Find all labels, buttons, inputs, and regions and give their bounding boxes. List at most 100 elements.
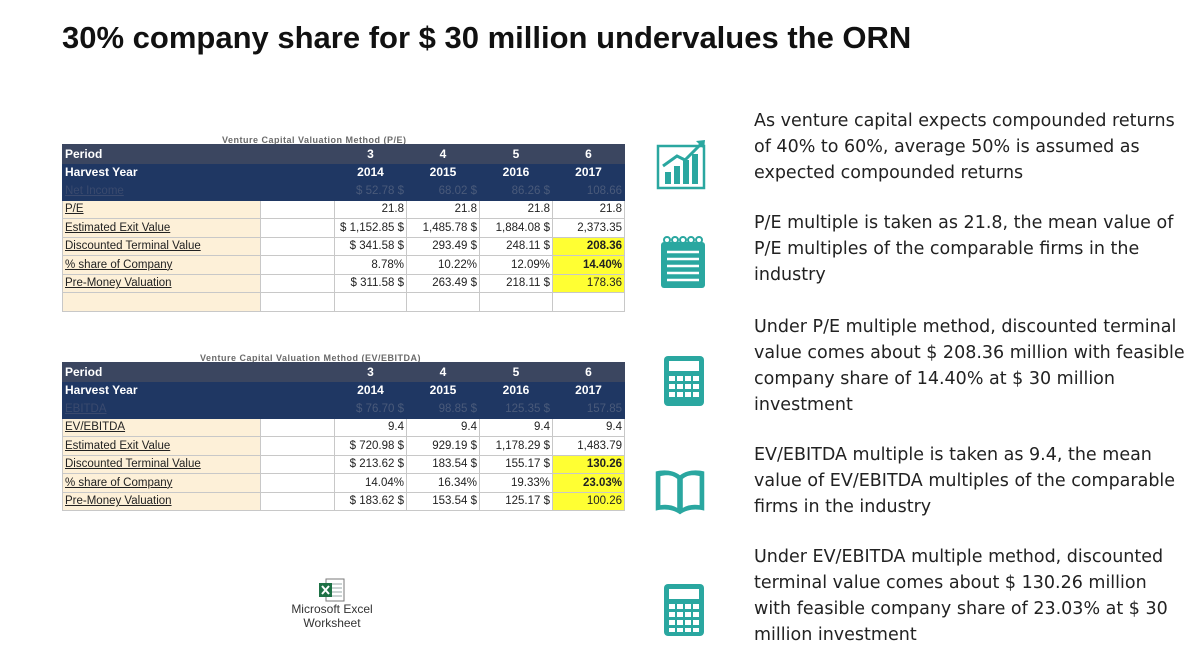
- excel-label-line2: Worksheet: [303, 616, 361, 630]
- highlighted-value-cell: 130.26: [552, 454, 625, 474]
- period-cell: 5: [479, 362, 553, 382]
- table-row: % share of Company 14.04% 16.34% 19.33% …: [62, 473, 625, 493]
- harvest-year-row: Harvest Year 2014 2015 2016 2017: [62, 380, 625, 400]
- slide-title: 30% company share for $ 30 million under…: [62, 20, 912, 55]
- value-cell: 248.11 $: [479, 236, 553, 256]
- excel-label-line1: Microsoft Excel: [291, 602, 373, 616]
- value-cell: 9.4: [334, 417, 407, 437]
- year-cell: 2014: [334, 380, 407, 400]
- value-cell: 12.09%: [479, 255, 553, 275]
- value-cell: 125.35 $: [479, 399, 553, 419]
- year-cell: 2014: [334, 162, 407, 182]
- paragraph-ev-ebitda-multiple: EV/EBITDA multiple is taken as 9.4, the …: [754, 445, 1176, 517]
- period-row: Period 3 4 5 6: [62, 362, 625, 382]
- period-label: Period: [62, 362, 261, 382]
- paragraph-pe-multiple: P/E multiple is taken as 21.8, the mean …: [754, 213, 1174, 285]
- table-row: EV/EBITDA 9.4 9.4 9.4 9.4: [62, 417, 625, 437]
- year-cell: 2015: [406, 380, 480, 400]
- value-cell: 9.4: [479, 417, 553, 437]
- blank-row: [62, 292, 625, 312]
- notepad-icon: [661, 236, 705, 288]
- value-cell: 125.17 $: [479, 491, 553, 511]
- table-row: Pre-Money Valuation $ 183.62 $ 153.54 $ …: [62, 491, 625, 511]
- value-cell: 1,485.78 $: [406, 218, 480, 238]
- table-row: % share of Company 8.78% 10.22% 12.09% 1…: [62, 255, 625, 275]
- highlighted-value-cell: 178.36: [552, 273, 625, 293]
- period-cell: 3: [334, 362, 407, 382]
- value-cell: 157.85: [552, 399, 625, 419]
- value-cell: 929.19 $: [406, 436, 480, 456]
- value-cell: 263.49 $: [406, 273, 480, 293]
- value-cell: 19.33%: [479, 473, 553, 493]
- value-cell: 155.17 $: [479, 454, 553, 474]
- paragraph-pe-result: Under P/E multiple method, discounted te…: [754, 317, 1185, 415]
- value-cell: 108.66: [552, 181, 625, 201]
- table-row: P/E 21.8 21.8 21.8 21.8: [62, 199, 625, 219]
- year-cell: 2016: [479, 380, 553, 400]
- harvest-label: Harvest Year: [62, 380, 261, 400]
- year-cell: 2015: [406, 162, 480, 182]
- period-label: Period: [62, 144, 261, 164]
- row-label: % share of Company: [62, 473, 261, 493]
- value-cell: 86.26 $: [479, 181, 553, 201]
- period-cell: 6: [552, 362, 625, 382]
- highlighted-value-cell: 100.26: [552, 491, 625, 511]
- table-row: Estimated Exit Value $ 1,152.85 $ 1,485.…: [62, 218, 625, 238]
- value-cell: 21.8: [552, 199, 625, 219]
- value-cell: $ 311.58 $: [334, 273, 407, 293]
- value-cell: 9.4: [406, 417, 480, 437]
- row-label: EV/EBITDA: [62, 417, 261, 437]
- period-cell: 4: [406, 144, 480, 164]
- highlighted-value-cell: 23.03%: [552, 473, 625, 493]
- value-cell: 98.85 $: [406, 399, 480, 419]
- row-label: Pre-Money Valuation: [62, 491, 261, 511]
- table-row: Net Income $ 52.78 $ 68.02 $ 86.26 $ 108…: [62, 181, 625, 201]
- value-cell: $ 76.70 $: [334, 399, 407, 419]
- year-cell: 2017: [552, 162, 625, 182]
- value-cell: $ 720.98 $: [334, 436, 407, 456]
- table-row: Pre-Money Valuation $ 311.58 $ 263.49 $ …: [62, 273, 625, 293]
- book-icon: [655, 470, 705, 515]
- value-cell: 1,483.79: [552, 436, 625, 456]
- row-label: % share of Company: [62, 255, 261, 275]
- value-cell: 293.49 $: [406, 236, 480, 256]
- ev-ebitda-valuation-table: Period 3 4 5 6 Harvest Year 2014 2015 20…: [62, 362, 625, 511]
- row-label: Estimated Exit Value: [62, 218, 261, 238]
- value-cell: 10.22%: [406, 255, 480, 275]
- value-cell: 21.8: [406, 199, 480, 219]
- row-label: Pre-Money Valuation: [62, 273, 261, 293]
- period-cell: 3: [334, 144, 407, 164]
- table2-caption: Venture Capital Valuation Method (EV/EBI…: [200, 354, 422, 362]
- harvest-year-row: Harvest Year 2014 2015 2016 2017: [62, 162, 625, 182]
- value-cell: $ 1,152.85 $: [334, 218, 407, 238]
- row-label: EBITDA: [62, 399, 261, 419]
- row-label: Discounted Terminal Value: [62, 236, 261, 256]
- highlighted-value-cell: 208.36: [552, 236, 625, 256]
- table-row: Estimated Exit Value $ 720.98 $ 929.19 $…: [62, 436, 625, 456]
- period-cell: 5: [479, 144, 553, 164]
- paragraph-ev-ebitda-result: Under EV/EBITDA multiple method, discoun…: [754, 547, 1168, 645]
- embedded-excel-worksheet[interactable]: Microsoft Excel Worksheet: [282, 578, 382, 630]
- value-cell: $ 183.62 $: [334, 491, 407, 511]
- value-cell: 16.34%: [406, 473, 480, 493]
- year-cell: 2017: [552, 380, 625, 400]
- value-cell: 14.04%: [334, 473, 407, 493]
- period-cell: 4: [406, 362, 480, 382]
- row-label: Net Income: [62, 181, 261, 201]
- calculator-icon: [664, 356, 704, 406]
- table-row: Discounted Terminal Value $ 213.62 $ 183…: [62, 454, 625, 474]
- paragraph-returns: As venture capital expects compounded re…: [754, 111, 1175, 183]
- value-cell: $ 213.62 $: [334, 454, 407, 474]
- value-cell: 183.54 $: [406, 454, 480, 474]
- table-row: Discounted Terminal Value $ 341.58 $ 293…: [62, 236, 625, 256]
- period-row: Period 3 4 5 6: [62, 144, 625, 164]
- table1-caption: Venture Capital Valuation Method (P/E): [222, 136, 407, 144]
- harvest-label: Harvest Year: [62, 162, 261, 182]
- period-cell: 6: [552, 144, 625, 164]
- pe-valuation-table: Period 3 4 5 6 Harvest Year 2014 2015 20…: [62, 144, 625, 312]
- chart-growth-icon: [656, 140, 706, 190]
- year-cell: 2016: [479, 162, 553, 182]
- table-row: EBITDA $ 76.70 $ 98.85 $ 125.35 $ 157.85: [62, 399, 625, 419]
- row-label: Estimated Exit Value: [62, 436, 261, 456]
- row-label: P/E: [62, 199, 261, 219]
